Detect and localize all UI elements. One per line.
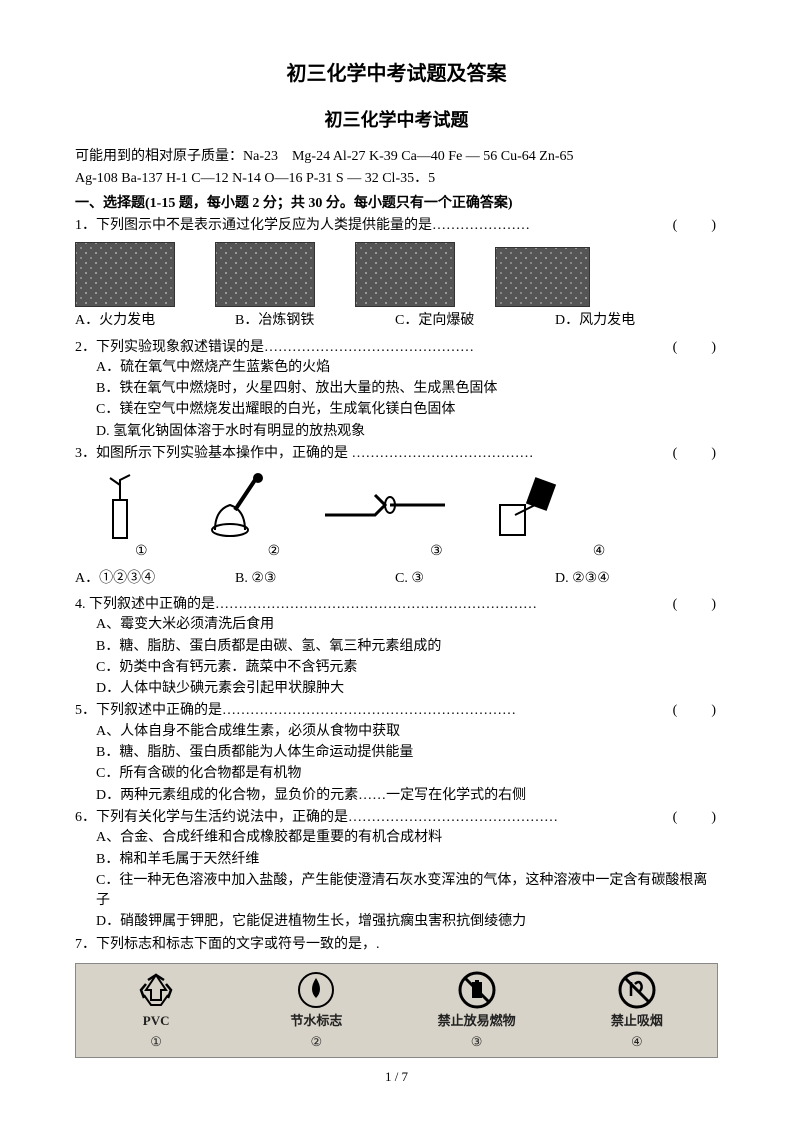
q7-cell-4: 禁止吸烟 ④: [557, 964, 717, 1057]
q2-opt-d: D. 氢氧化钠固体溶于水时有明显的放热观象: [75, 422, 718, 442]
q1-img-b: [215, 242, 315, 307]
page-title: 初三化学中考试题及答案: [75, 60, 718, 89]
q3-stem: 3．如图所示下列实验基本操作中，正确的是 …………………………………: [75, 444, 534, 464]
q3-opt-d: D. ②③④: [555, 569, 675, 589]
atomic-mass-line1: 可能用到的相对原子质量：Na-23 Mg-24 Al-27 K-39 Ca—40…: [75, 147, 718, 167]
recycle-icon: [136, 970, 176, 1010]
q1-stem: 1．下列图示中不是表示通过化学反应为人类提供能量的是…………………: [75, 216, 530, 236]
q3-num-2: ②: [268, 542, 281, 562]
q5-opt-a: A、人体自身不能合成维生素，必须从食物中获取: [75, 722, 718, 742]
q7-strip: PVC ① 节水标志 ② 禁止放易燃物 ③ 禁止吸烟 ④: [75, 963, 718, 1058]
q1-opt-d: D．风力发电: [555, 311, 675, 331]
q5-paren: ( ): [673, 701, 718, 721]
q4-paren: ( ): [673, 595, 718, 615]
q1-paren: ( ): [673, 216, 718, 236]
q1-options: A．火力发电 B．冶炼钢铁 C．定向爆破 D．风力发电: [75, 311, 718, 331]
q7-num-1: ①: [150, 1033, 162, 1052]
section-1-heading: 一、选择题(1-15 题，每小题 2 分；共 30 分。每小题只有一个正确答案): [75, 194, 718, 214]
question-7: 7．下列标志和标志下面的文字或符号一致的是，. PVC ① 节水标志 ② 禁止放…: [75, 935, 718, 1058]
q7-num-4: ④: [631, 1033, 643, 1052]
q4-stem: 4. 下列叙述中正确的是……………………………………………………………: [75, 595, 537, 615]
q3-num-3: ③: [430, 542, 443, 562]
q1-img-d: [495, 247, 590, 307]
question-6: 6．下列有关化学与生活约说法中，正确的是……………………………………… ( ) …: [75, 808, 718, 933]
question-1: 1．下列图示中不是表示通过化学反应为人类提供能量的是………………… ( ) A．…: [75, 216, 718, 332]
q4-opt-a: A、霉变大米必须清洗后食用: [75, 615, 718, 635]
q3-img-2: [195, 470, 285, 540]
q1-opt-a: A．火力发电: [75, 311, 195, 331]
q7-cell-1: PVC ①: [76, 964, 236, 1057]
q6-paren: ( ): [673, 808, 718, 828]
q7-num-2: ②: [311, 1033, 323, 1052]
q7-num-3: ③: [471, 1033, 483, 1052]
q3-paren: ( ): [673, 444, 718, 464]
q1-img-a: [75, 242, 175, 307]
q3-img-4: [485, 470, 575, 540]
q3-num-4: ④: [593, 542, 606, 562]
q7-label-3: 禁止放易燃物: [438, 1012, 516, 1031]
q6-stem: 6．下列有关化学与生活约说法中，正确的是………………………………………: [75, 808, 558, 828]
q4-opt-c: C．奶类中含有钙元素．蔬菜中不含钙元素: [75, 658, 718, 678]
q2-opt-c: C．镁在空气中燃烧发出耀眼的白光，生成氧化镁白色固体: [75, 400, 718, 420]
q3-opt-a: A．①②③④: [75, 569, 195, 589]
q7-label-2: 节水标志: [290, 1012, 342, 1031]
q3-options: A．①②③④ B. ②③ C. ③ D. ②③④: [75, 569, 718, 589]
q1-opt-b: B．冶炼钢铁: [235, 311, 355, 331]
q3-num-1: ①: [135, 542, 148, 562]
q4-opt-d: D．人体中缺少碘元素会引起甲状腺肿大: [75, 679, 718, 699]
question-4: 4. 下列叙述中正确的是…………………………………………………………… ( ) …: [75, 595, 718, 699]
q5-opt-b: B．糖、脂肪、蛋白质都能为人体生命运动提供能量: [75, 743, 718, 763]
page-footer: 1 / 7: [0, 1068, 793, 1087]
q3-img-1: [75, 470, 165, 540]
q2-stem: 2．下列实验现象叙述错误的是………………………………………: [75, 338, 474, 358]
atomic-mass-line2: Ag-108 Ba-137 H-1 C—12 N-14 O—16 P-31 S …: [75, 169, 718, 189]
q6-opt-a: A、合金、合成纤维和合成橡胶都是重要的有机合成材料: [75, 828, 718, 848]
no-smoking-icon: [617, 970, 657, 1010]
q2-opt-b: B．铁在氧气中燃烧时，火星四射、放出大量的热、生成黑色固体: [75, 379, 718, 399]
q2-opt-a: A．硫在氧气中燃烧产生蓝紫色的火焰: [75, 358, 718, 378]
q6-opt-b: B．棉和羊毛属于天然纤维: [75, 850, 718, 870]
no-flammable-icon: [457, 970, 497, 1010]
q7-label-4: 禁止吸烟: [611, 1012, 663, 1031]
q5-stem: 5．下列叙述中正确的是………………………………………………………: [75, 701, 516, 721]
q6-opt-d: D．硝酸钾属于钾肥，它能促进植物生长，增强抗瘸虫害积抗倒绫德力: [75, 912, 718, 932]
q4-opt-b: B．糖、脂肪、蛋白质都是由碳、氢、氧三种元素组成的: [75, 637, 718, 657]
q1-opt-c: C．定向爆破: [395, 311, 515, 331]
page-subtitle: 初三化学中考试题: [75, 107, 718, 133]
water-drop-icon: [296, 970, 336, 1010]
q7-cell-2: 节水标志 ②: [236, 964, 396, 1057]
q5-opt-c: C．所有含碳的化合物都是有机物: [75, 764, 718, 784]
q6-opt-c: C．往一种无色溶液中加入盐酸，产生能使澄清石灰水变浑浊的气体，这种溶液中一定含有…: [75, 871, 718, 912]
question-2: 2．下列实验现象叙述错误的是……………………………………… ( ) A．硫在氧气…: [75, 338, 718, 442]
question-5: 5．下列叙述中正确的是……………………………………………………… ( ) A、人…: [75, 701, 718, 805]
q3-opt-c: C. ③: [395, 569, 515, 589]
q7-stem: 7．下列标志和标志下面的文字或符号一致的是，.: [75, 935, 718, 955]
q7-label-1: PVC: [143, 1012, 170, 1031]
q2-paren: ( ): [673, 338, 718, 358]
question-3: 3．如图所示下列实验基本操作中，正确的是 ………………………………… ( ) ①…: [75, 444, 718, 589]
q3-images: [75, 470, 718, 540]
q3-img-3: [315, 470, 455, 540]
q1-img-c: [355, 242, 455, 307]
q5-opt-d: D．两种元素组成的化合物，显负价的元素……一定写在化学式的右侧: [75, 786, 718, 806]
q1-images: [75, 242, 718, 307]
q3-opt-b: B. ②③: [235, 569, 355, 589]
q7-cell-3: 禁止放易燃物 ③: [397, 964, 557, 1057]
